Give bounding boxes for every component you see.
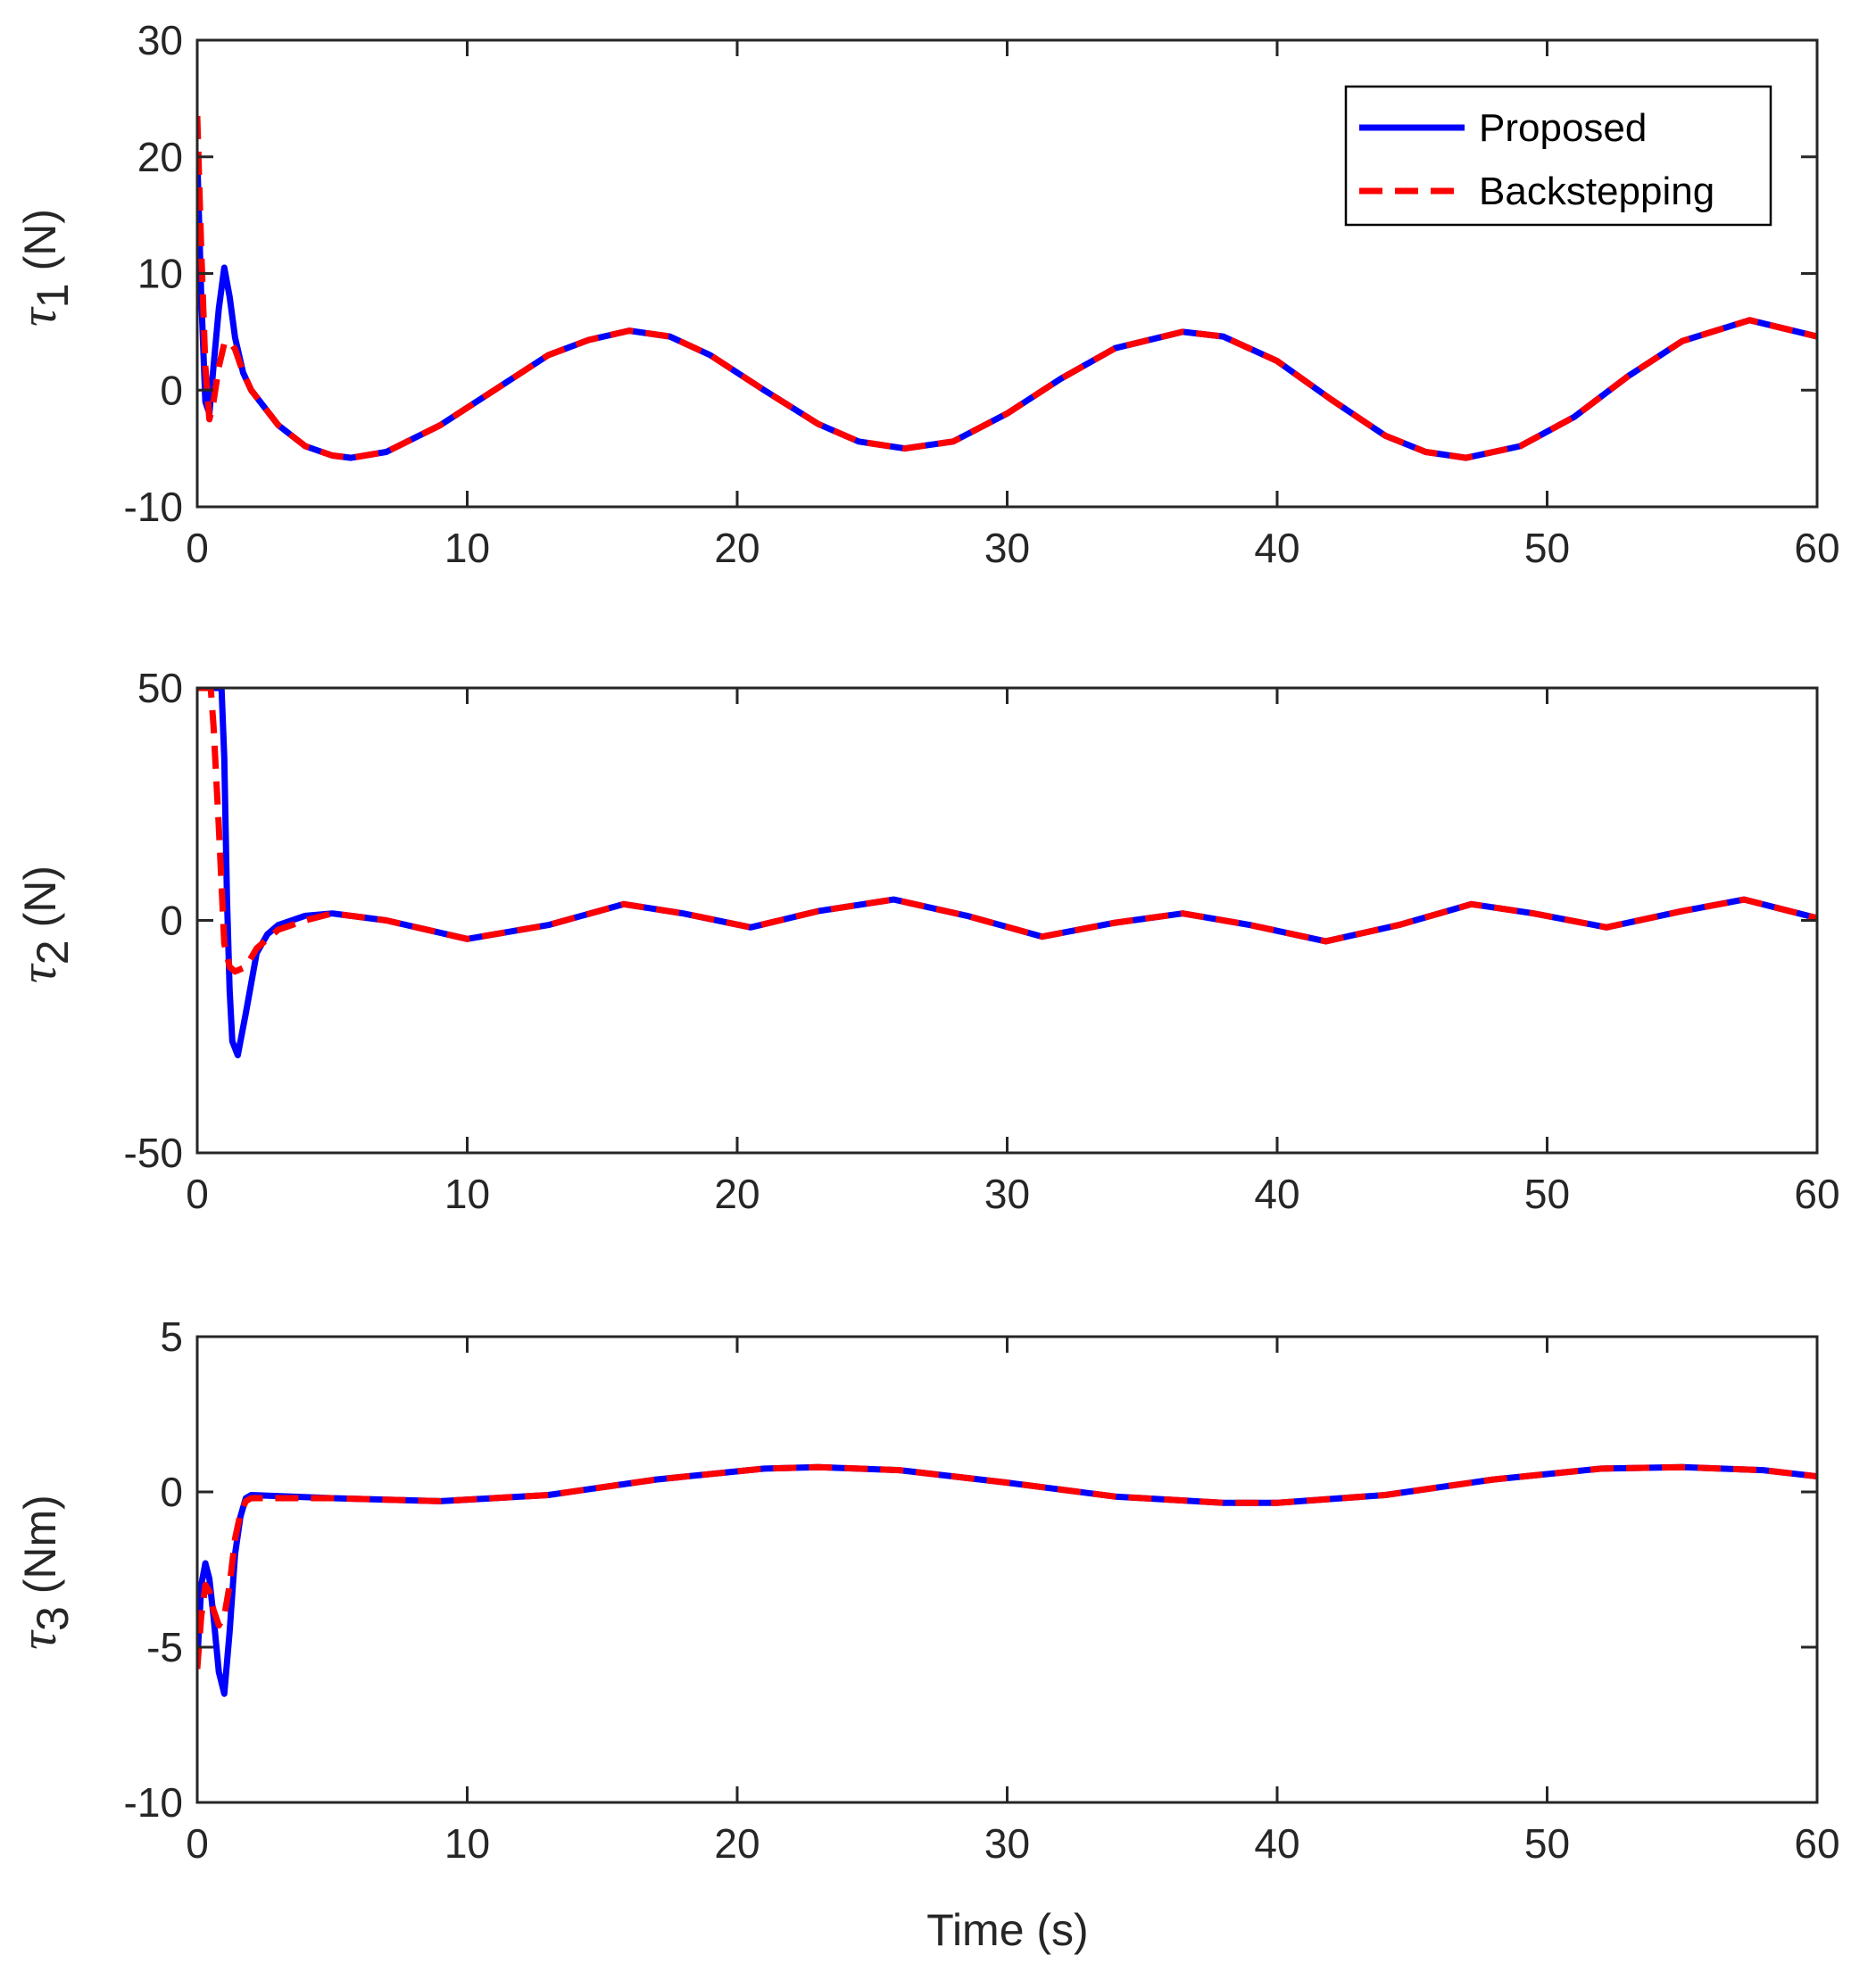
x-tick-label: 10 — [444, 1171, 490, 1217]
y-tick-label: -10 — [124, 484, 183, 530]
svg-text:τ2(N): τ2(N) — [9, 866, 78, 983]
y-tick-label: -5 — [146, 1624, 183, 1670]
y-tick-label: 50 — [137, 665, 183, 711]
tau3-ticks: 0 10 20 30 40 50 60 -10 -5 0 5 — [124, 1313, 1840, 1867]
svg-text:τ3(Nm): τ3(Nm) — [9, 1495, 78, 1650]
x-tick-label: 50 — [1524, 1171, 1570, 1217]
y-tick-label: 20 — [137, 134, 183, 180]
x-tick-label: 20 — [714, 525, 760, 571]
x-tick-label: 20 — [714, 1820, 760, 1867]
x-tick-label: 0 — [186, 525, 209, 571]
svg-text:τ1(N): τ1(N) — [9, 209, 78, 327]
x-tick-label: 10 — [444, 1820, 490, 1867]
legend-box — [1344, 85, 1772, 227]
x-tick-label: 40 — [1254, 1171, 1299, 1217]
y-tick-label: 0 — [160, 367, 183, 413]
x-tick-label: 10 — [444, 525, 490, 571]
y-tick-label: 10 — [137, 251, 183, 297]
x-tick-label: 0 — [186, 1171, 209, 1217]
y-tick-label: 5 — [160, 1313, 183, 1360]
x-tick-label: 30 — [984, 1171, 1030, 1217]
legend-proposed-label: Proposed — [1479, 106, 1647, 150]
tau2-backstepping-line — [197, 688, 1817, 975]
tau1-backstepping-line — [197, 115, 1817, 461]
x-tick-label: 0 — [186, 1820, 209, 1867]
x-tick-label: 50 — [1524, 525, 1570, 571]
x-tick-label: 50 — [1524, 1820, 1570, 1867]
legend-backstepping-label: Backstepping — [1479, 170, 1714, 213]
legend: Proposed Backstepping — [1344, 85, 1772, 227]
x-tick-label: 60 — [1794, 1820, 1839, 1867]
y-tick-label: 30 — [137, 17, 183, 63]
x-tick-label: 30 — [984, 1820, 1030, 1867]
x-axis-label: Time (s) — [926, 1905, 1088, 1955]
x-tick-label: 40 — [1254, 1820, 1299, 1867]
x-tick-label: 30 — [984, 525, 1030, 571]
subplot-tau3: 0 10 20 30 40 50 60 -10 -5 0 5 τ3(Nm) — [9, 1313, 1840, 1867]
x-tick-label: 60 — [1794, 525, 1839, 571]
tau3-ylabel: τ3(Nm) — [9, 1495, 78, 1650]
x-tick-label: 60 — [1794, 1171, 1839, 1217]
tau2-ylabel: τ2(N) — [9, 866, 78, 983]
tau3-backstepping-line — [197, 1463, 1817, 1669]
tau3-series — [197, 1463, 1817, 1697]
y-tick-label: -10 — [124, 1779, 183, 1826]
tau2-series — [197, 688, 1817, 1059]
tau1-ylabel: τ1(N) — [9, 209, 78, 327]
x-tick-label: 40 — [1254, 525, 1299, 571]
tau1-series — [197, 115, 1817, 461]
y-tick-label: 0 — [160, 898, 183, 944]
y-tick-label: 0 — [160, 1469, 183, 1515]
y-tick-label: -50 — [124, 1130, 183, 1176]
x-tick-label: 20 — [714, 1171, 760, 1217]
